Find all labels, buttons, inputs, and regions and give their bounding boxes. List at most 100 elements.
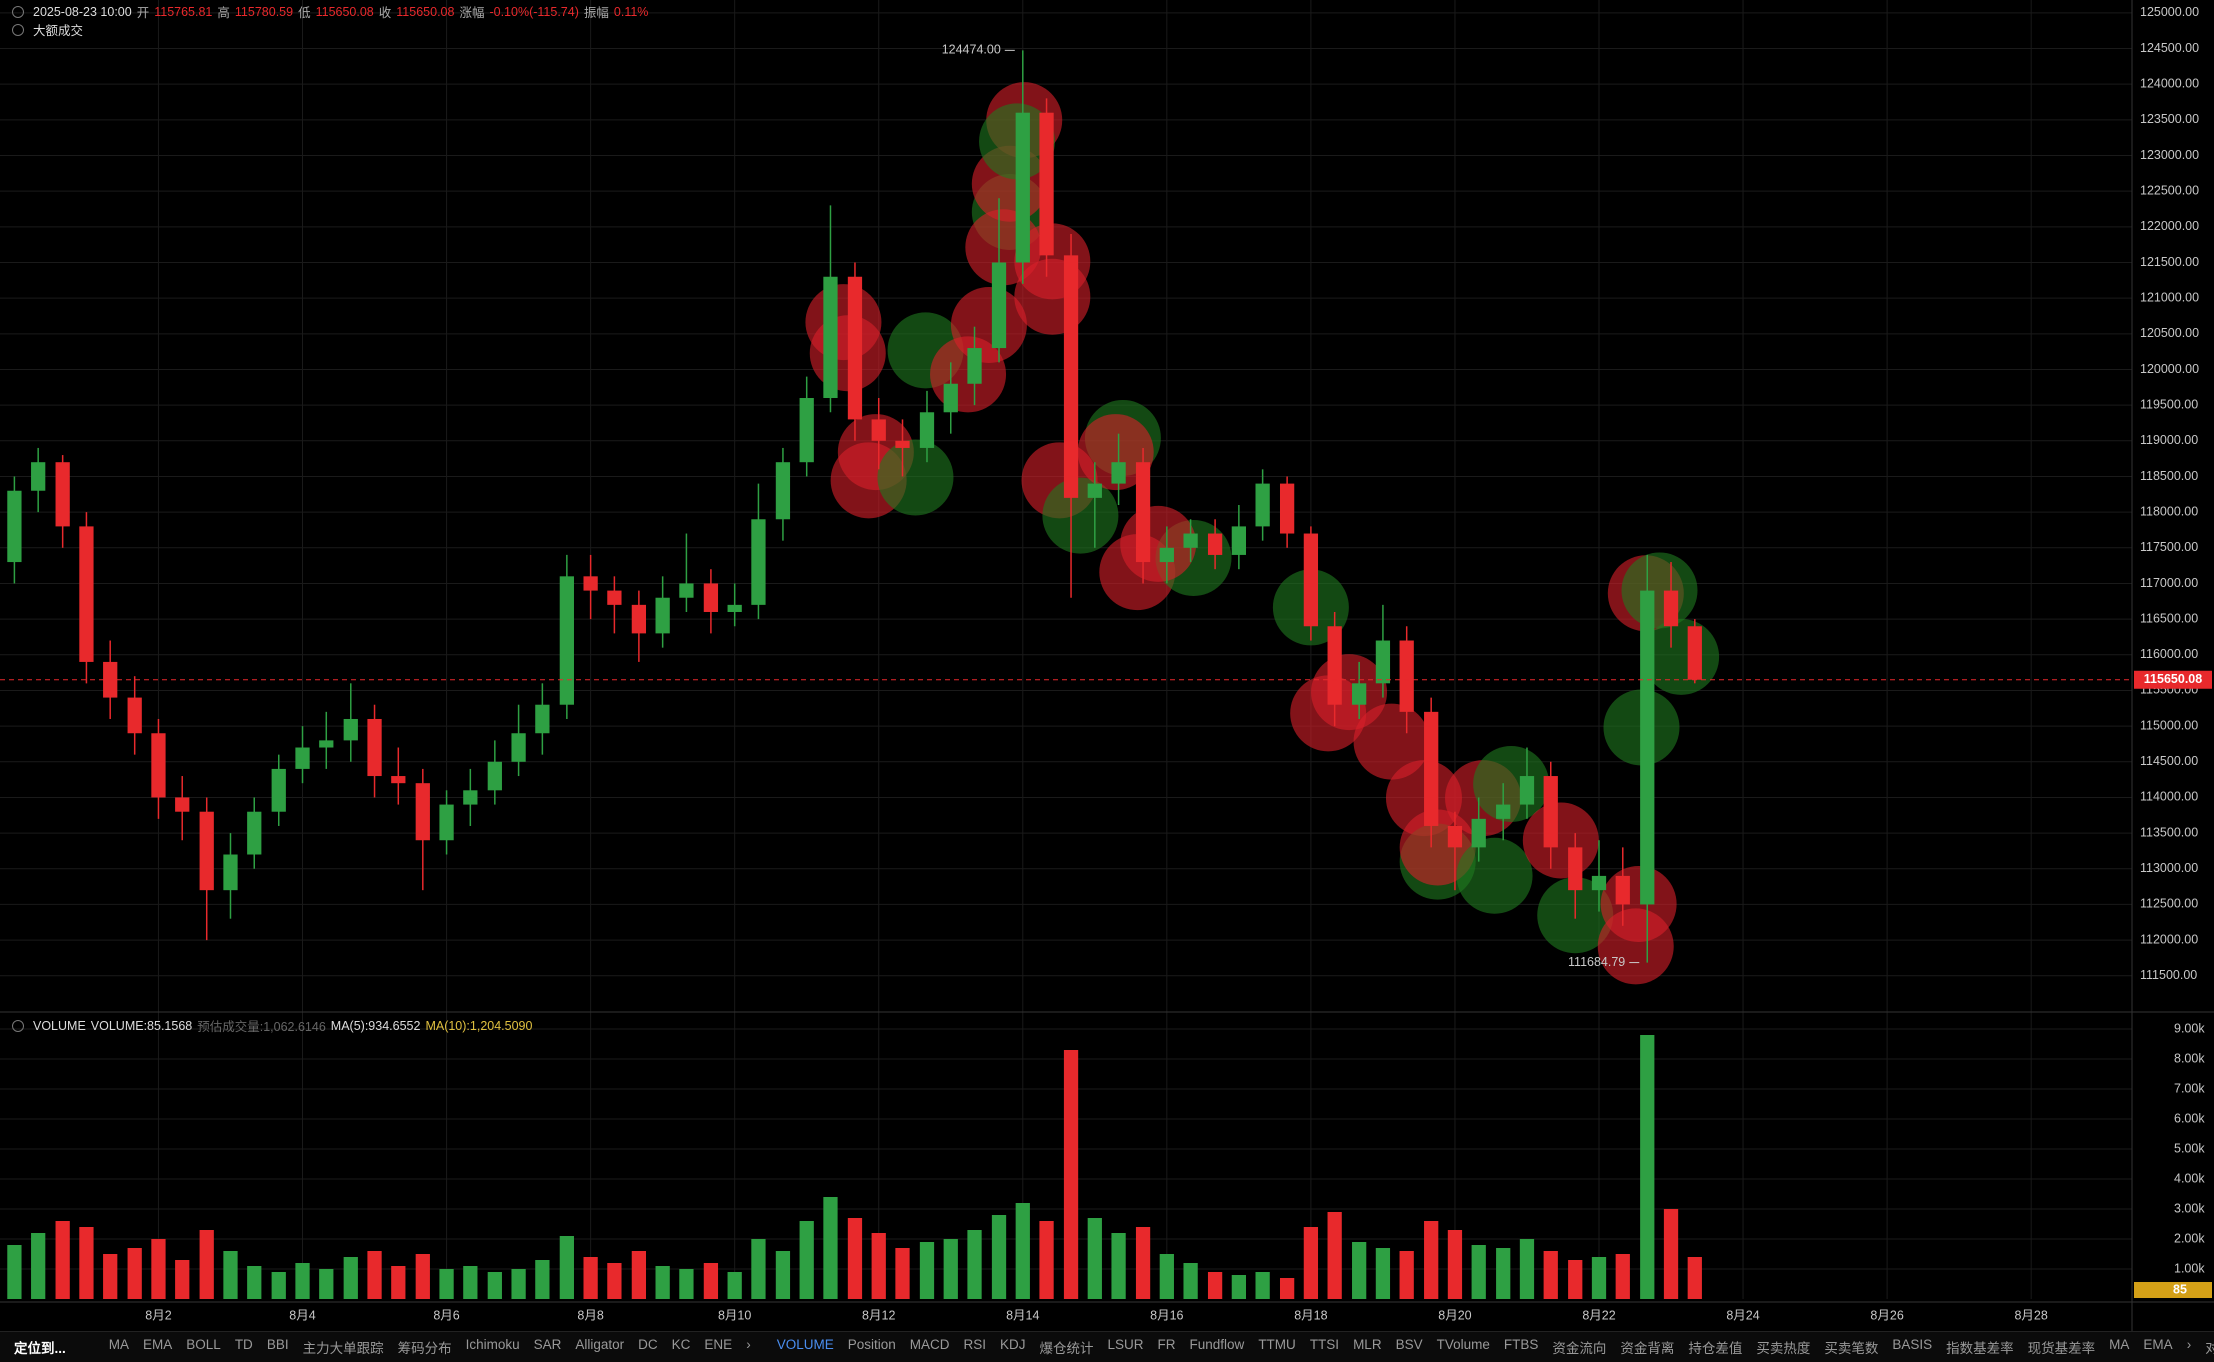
toolbar-item[interactable]: 指数基差率 xyxy=(1946,1341,2014,1356)
value: MA(10):1,204.5090 xyxy=(425,1018,533,1033)
candle-body xyxy=(175,797,190,812)
toolbar-item[interactable]: Ichimoku xyxy=(465,1337,520,1352)
candle-body xyxy=(1447,825,1463,848)
toolbar-item[interactable]: › xyxy=(746,1337,751,1352)
overlay-name[interactable]: 大额成交 xyxy=(33,24,84,38)
volume-bar xyxy=(679,1269,694,1299)
volume-bar xyxy=(751,1239,766,1299)
toolbar-item[interactable]: 主力大单跟踪 xyxy=(302,1341,384,1356)
toolbar-item[interactable]: 资金背离 xyxy=(1620,1341,1675,1356)
volume-bar xyxy=(943,1239,958,1299)
candle-body xyxy=(1087,483,1102,498)
toolbar-item[interactable]: SAR xyxy=(533,1337,562,1352)
candle-body xyxy=(79,526,94,662)
label: 收 xyxy=(378,6,392,20)
volume-tick-label: 9.00k xyxy=(2174,1021,2205,1035)
toolbar-item[interactable]: › xyxy=(2186,1337,2192,1352)
toolbar-item[interactable]: 筹码分布 xyxy=(397,1341,452,1356)
volume-bar xyxy=(655,1266,670,1299)
candle-body xyxy=(247,811,262,855)
candle-body xyxy=(1687,626,1702,680)
candle-body xyxy=(1375,640,1391,684)
toolbar-item[interactable]: TTSI xyxy=(1309,1337,1340,1352)
toolbar-item[interactable]: KDJ xyxy=(1000,1337,1026,1352)
candle-body xyxy=(1063,255,1079,498)
volume-bar xyxy=(463,1266,478,1299)
toolbar-item[interactable]: TTMU xyxy=(1258,1337,1296,1352)
candle-body xyxy=(55,462,70,527)
candle-body xyxy=(1352,683,1367,705)
toggle-icon[interactable] xyxy=(12,5,24,18)
indicator-name[interactable]: VOLUME xyxy=(33,1018,86,1033)
y-tick-label: 121000.00 xyxy=(2140,290,2199,304)
toolbar-item[interactable]: FR xyxy=(1157,1337,1176,1352)
y-tick-label: 119000.00 xyxy=(2140,433,2198,447)
toolbar-item[interactable]: TVolume xyxy=(1436,1337,1490,1352)
candle-body xyxy=(151,733,166,798)
toolbar-item[interactable]: Position xyxy=(847,1337,896,1352)
last-price-box xyxy=(2134,670,2212,689)
value: VOLUME:85.1568 xyxy=(90,1018,193,1033)
x-tick-label: 8月8 xyxy=(577,1308,603,1322)
toolbar-item[interactable]: BBI xyxy=(266,1337,289,1352)
volume-tick-label: 2.00k xyxy=(2174,1231,2205,1245)
toolbar-item[interactable]: EMA xyxy=(143,1337,173,1352)
toggle-icon[interactable] xyxy=(12,1019,24,1032)
toolbar-item[interactable]: 资金流向 xyxy=(1552,1341,1607,1356)
candle-body xyxy=(1039,112,1054,256)
volume-bar xyxy=(1399,1251,1414,1299)
toolbar-item[interactable]: 现货基差率 xyxy=(2027,1341,2096,1356)
toolbar-item[interactable]: KC xyxy=(671,1337,691,1352)
candle-body xyxy=(1279,483,1295,534)
toolbar-item[interactable]: BSV xyxy=(1395,1337,1423,1352)
volume-bar xyxy=(1231,1275,1246,1299)
toolbar-item[interactable]: 买卖笔数 xyxy=(1824,1341,1879,1356)
candle-body xyxy=(1399,640,1414,712)
toolbar-item[interactable]: BOLL xyxy=(186,1337,221,1352)
toggle-icon[interactable] xyxy=(12,23,24,36)
toolbar-item[interactable]: Alligator xyxy=(575,1337,625,1352)
volume-bar xyxy=(103,1254,118,1299)
toolbar-item[interactable]: Fundflow xyxy=(1189,1337,1245,1352)
toolbar-item[interactable]: 买卖热度 xyxy=(1756,1341,1811,1356)
locate-button[interactable]: 定位到... xyxy=(14,1341,66,1356)
toolbar-item[interactable]: 爆仓统计 xyxy=(1039,1341,1094,1356)
x-tick-label: 8月2 xyxy=(145,1308,171,1322)
toolbar-item[interactable]: FTBS xyxy=(1503,1337,1539,1352)
large-trade-bubble xyxy=(1353,703,1430,780)
toolbar-item[interactable]: 对数 xyxy=(2205,1337,2214,1357)
candle-body xyxy=(223,854,238,891)
y-tick-label: 112500.00 xyxy=(2140,897,2198,911)
candle-body xyxy=(679,583,694,598)
candle-body xyxy=(127,697,142,734)
volume-bar xyxy=(1496,1248,1511,1299)
toolbar-item[interactable]: LSUR xyxy=(1107,1337,1144,1352)
x-tick-label: 8月12 xyxy=(862,1308,895,1322)
toolbar-item[interactable]: 持仓差值 xyxy=(1688,1341,1743,1356)
last-volume-box xyxy=(2134,1282,2212,1298)
toolbar-item[interactable]: VOLUME xyxy=(776,1337,834,1352)
toolbar-item[interactable]: RSI xyxy=(963,1337,986,1352)
volume-bar xyxy=(895,1248,910,1299)
toolbar-item[interactable]: ENE xyxy=(704,1337,733,1352)
candle-body xyxy=(559,576,574,705)
toolbar-item[interactable]: MA xyxy=(2109,1337,2130,1352)
candle-body xyxy=(1015,112,1030,263)
volume-bar xyxy=(391,1266,406,1299)
toolbar-item[interactable]: MACD xyxy=(909,1337,950,1352)
toolbar-item[interactable]: BASIS xyxy=(1892,1337,1933,1352)
y-tick-label: 125000.00 xyxy=(2140,5,2199,19)
y-tick-label: 120000.00 xyxy=(2140,362,2199,376)
volume-bar xyxy=(1568,1260,1583,1299)
x-tick-label: 8月24 xyxy=(1726,1308,1759,1322)
volume-bar xyxy=(703,1263,719,1299)
volume-bar xyxy=(367,1251,382,1299)
volume-bar xyxy=(1111,1233,1126,1299)
toolbar-item[interactable]: TD xyxy=(234,1337,253,1352)
last-price-label: 115650.08 xyxy=(2144,672,2202,686)
toolbar-item[interactable]: MLR xyxy=(1353,1337,1382,1352)
candle-body xyxy=(727,604,742,612)
toolbar-item[interactable]: EMA xyxy=(2143,1337,2173,1352)
toolbar-item[interactable]: DC xyxy=(638,1337,658,1352)
toolbar-item[interactable]: MA xyxy=(108,1337,130,1352)
